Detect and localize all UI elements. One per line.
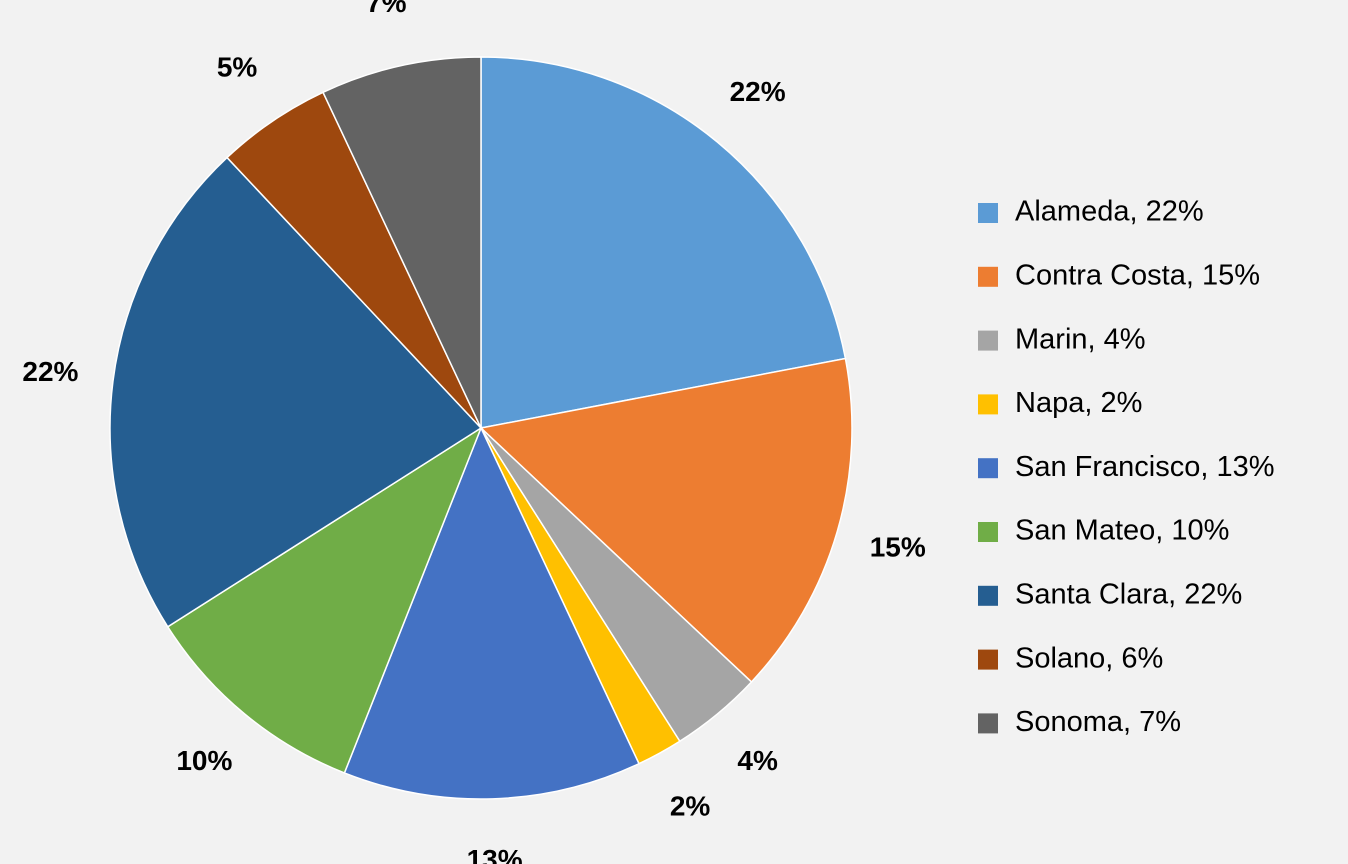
pie-slice (166, 426, 483, 774)
data-label: 13% (467, 844, 523, 864)
legend-swatch (978, 649, 998, 670)
legend-label: Santa Clara, 22% (1015, 578, 1242, 610)
data-label: 4% (737, 745, 778, 776)
legend-swatch (978, 585, 998, 606)
legend-label: Contra Costa, 15% (1015, 259, 1260, 291)
pie-slice (343, 426, 640, 800)
legend-swatch (978, 713, 998, 734)
legend-label: Solano, 6% (1015, 642, 1163, 674)
data-label: 15% (870, 531, 926, 562)
legend-label: San Mateo, 10% (1015, 515, 1229, 547)
pie-slice (322, 56, 482, 429)
legend-label: San Francisco, 13% (1015, 451, 1275, 483)
data-label: 22% (730, 76, 786, 107)
pie-slice (480, 56, 847, 429)
data-label: 2% (670, 791, 711, 822)
data-label: 5% (217, 51, 258, 82)
legend-swatch (978, 394, 998, 415)
legend-swatch (978, 266, 998, 287)
legend-swatch (978, 458, 998, 479)
data-label: 7% (366, 0, 407, 18)
legend-swatch (978, 522, 998, 542)
data-label: 22% (22, 356, 78, 387)
legend-label: Marin, 4% (1015, 323, 1146, 355)
pie-slice (479, 357, 853, 684)
legend-swatch (978, 330, 998, 351)
legend-label: Sonoma, 7% (1015, 706, 1181, 738)
data-label: 10% (176, 745, 232, 776)
pie-slice (109, 156, 483, 628)
legend-label: Alameda, 22% (1015, 196, 1204, 228)
legend-swatch (978, 203, 998, 223)
legend-label: Napa, 2% (1015, 387, 1142, 419)
